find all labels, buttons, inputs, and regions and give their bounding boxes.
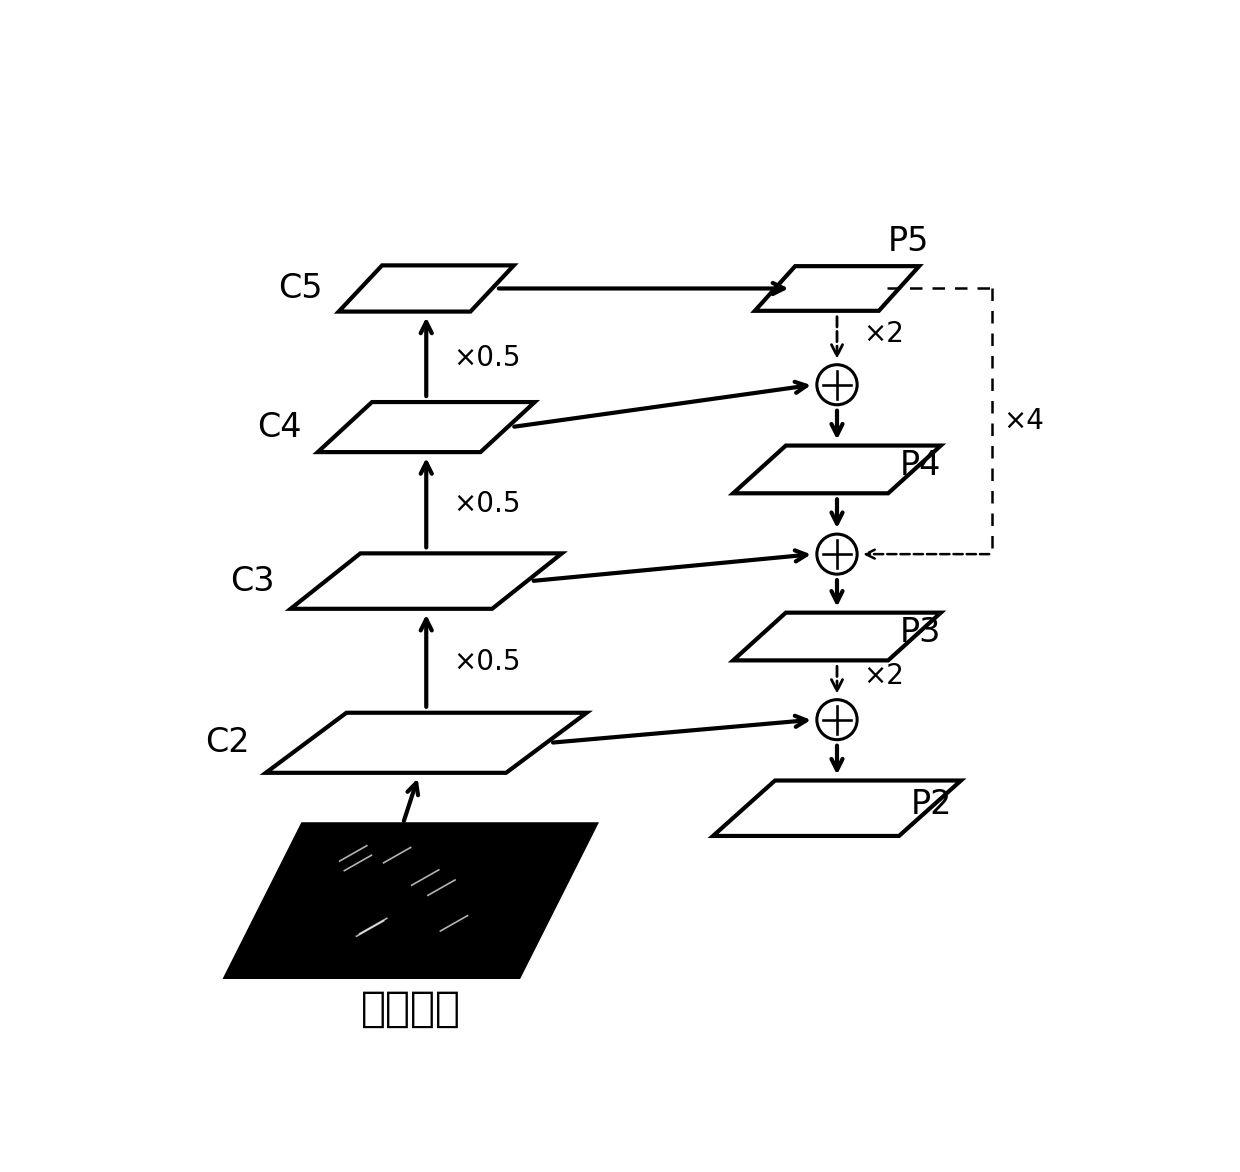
- Text: P2: P2: [910, 788, 952, 820]
- Text: P5: P5: [888, 225, 930, 259]
- Text: P4: P4: [900, 449, 941, 482]
- Text: ×0.5: ×0.5: [454, 648, 521, 676]
- Text: ×2: ×2: [863, 320, 904, 348]
- Polygon shape: [290, 553, 562, 608]
- Text: ×4: ×4: [1003, 408, 1044, 435]
- Text: C2: C2: [205, 727, 249, 759]
- Polygon shape: [265, 713, 587, 772]
- Circle shape: [817, 364, 857, 404]
- Polygon shape: [339, 265, 513, 312]
- Polygon shape: [224, 824, 596, 977]
- Polygon shape: [733, 445, 941, 493]
- Polygon shape: [713, 781, 961, 836]
- Polygon shape: [317, 402, 534, 452]
- Text: C5: C5: [278, 272, 322, 305]
- Polygon shape: [733, 613, 941, 660]
- Text: C4: C4: [257, 410, 301, 443]
- Text: ×2: ×2: [863, 662, 904, 690]
- Circle shape: [817, 700, 857, 740]
- Polygon shape: [755, 266, 919, 311]
- Circle shape: [817, 534, 857, 574]
- Text: ×0.5: ×0.5: [454, 343, 521, 372]
- Text: P3: P3: [900, 616, 941, 649]
- Text: ×0.5: ×0.5: [454, 490, 521, 518]
- Text: 输入图像: 输入图像: [361, 988, 461, 1029]
- Text: C3: C3: [229, 565, 274, 598]
